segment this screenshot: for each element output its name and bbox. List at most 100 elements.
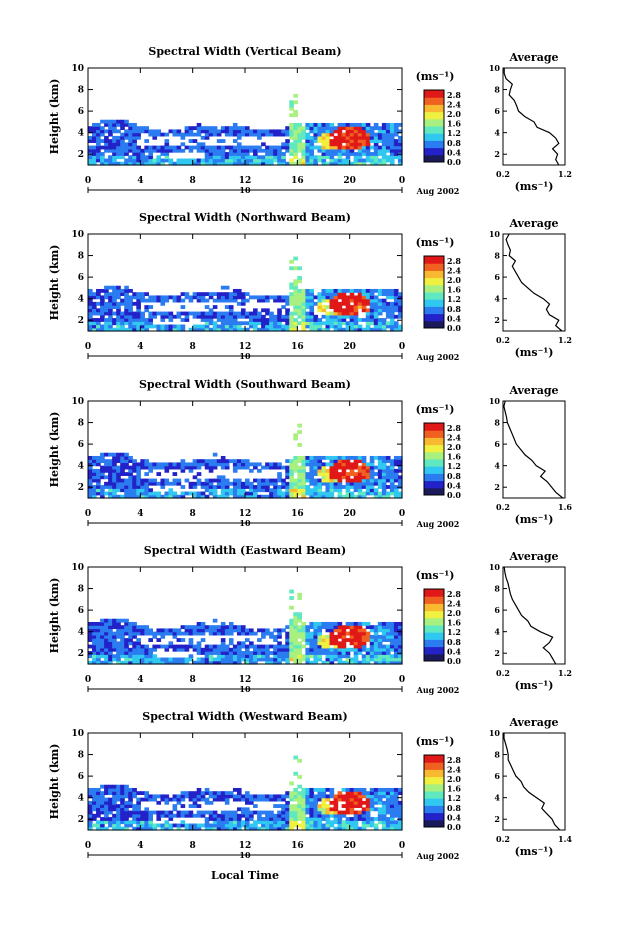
heatmap-cell — [249, 823, 254, 828]
heatmap-cell — [381, 455, 387, 460]
heatmap-cell — [289, 129, 294, 134]
colorbar-tick-label: 0.0 — [447, 157, 461, 167]
heatmap-cell — [152, 634, 158, 639]
heatmap-cell — [373, 472, 379, 476]
heatmap-cell — [369, 475, 375, 480]
heatmap-cell — [293, 638, 298, 642]
heatmap-cell — [152, 823, 158, 828]
heatmap-cell — [357, 631, 363, 636]
heatmap-cell — [385, 638, 391, 642]
heatmap-cell — [289, 314, 294, 319]
heatmap-cell — [104, 657, 109, 662]
heatmap-cell — [377, 494, 383, 499]
profile-x-tick-label: 1.4 — [558, 834, 572, 844]
heatmap-cell — [240, 314, 246, 319]
heatmap-cell — [144, 651, 149, 655]
heatmap-cell — [309, 158, 315, 163]
heatmap-cell — [365, 129, 371, 134]
heatmap-cell — [305, 321, 311, 326]
heatmap-cell — [397, 631, 403, 636]
heatmap-cell — [293, 282, 298, 287]
heatmap-cell — [389, 305, 395, 309]
heatmap-cell — [321, 152, 327, 156]
heatmap-cell — [325, 488, 331, 493]
heatmap-cell — [128, 318, 133, 322]
heatmap-cell — [88, 638, 93, 642]
heatmap-cell — [373, 314, 379, 319]
heatmap-cell — [321, 161, 327, 166]
colorbar-tick-label: 0.8 — [447, 637, 461, 647]
heatmap-cell — [240, 797, 246, 802]
heatmap-cell — [88, 308, 93, 313]
heatmap-cell — [305, 651, 311, 655]
y-tick-label: 2 — [78, 316, 84, 326]
heatmap-cell — [156, 324, 162, 329]
heatmap-cell — [245, 654, 250, 659]
heatmap-cell — [116, 318, 121, 322]
profile-y-tick-label: 2 — [494, 648, 500, 658]
heatmap-cell — [120, 468, 125, 473]
heatmap-cell — [309, 152, 315, 156]
heatmap-cell — [92, 145, 97, 150]
heatmap-cell — [337, 491, 343, 496]
heatmap-cell — [269, 478, 274, 483]
heatmap-cell — [188, 468, 194, 473]
heatmap-cell — [313, 318, 319, 322]
heatmap-cell — [381, 628, 387, 633]
heatmap-cell — [385, 139, 391, 143]
heatmap-cell — [104, 804, 109, 808]
heatmap-cell — [148, 468, 154, 473]
heatmap-cell — [100, 638, 105, 642]
heatmap-cell — [220, 660, 226, 665]
heatmap-cell — [116, 161, 121, 166]
heatmap-cell — [357, 794, 363, 799]
colorbar-segment — [424, 783, 444, 792]
heatmap-cell — [293, 459, 298, 464]
heatmap-cell — [277, 158, 282, 163]
heatmap-cell — [96, 129, 101, 134]
heatmap-cell — [309, 129, 315, 134]
heatmap-cell — [128, 314, 133, 319]
heatmap-cell — [305, 311, 311, 316]
heatmap-cell — [96, 478, 101, 483]
heatmap-cell — [88, 314, 93, 319]
heatmap-cell — [120, 634, 125, 639]
heatmap-cell — [236, 494, 242, 499]
heatmap-cell — [228, 638, 234, 642]
heatmap-cell — [341, 462, 347, 467]
heatmap-cell — [329, 791, 335, 796]
heatmap-cell — [305, 826, 311, 831]
heatmap-cell — [216, 820, 222, 825]
heatmap-cell — [148, 651, 154, 655]
heatmap-cell — [333, 126, 339, 131]
heatmap-cell — [261, 647, 266, 652]
heatmap-cell — [397, 295, 403, 300]
heatmap-cell — [329, 126, 335, 131]
heatmap-cell — [124, 618, 129, 623]
heatmap-cell — [277, 644, 282, 649]
heatmap-cell — [212, 155, 218, 160]
heatmap-cell — [393, 807, 399, 812]
heatmap-cell — [269, 129, 274, 134]
heatmap-cell — [333, 485, 339, 489]
heatmap-cell — [349, 152, 355, 156]
heatmap-cell — [297, 132, 302, 137]
heatmap-cell — [261, 634, 266, 639]
heatmap-cell — [88, 462, 93, 467]
heatmap-cell — [313, 126, 319, 131]
heatmap-cell — [112, 152, 117, 156]
heatmap-cell — [124, 148, 129, 153]
heatmap-cell — [208, 485, 214, 489]
heatmap-cell — [160, 462, 166, 467]
heatmap-cell — [96, 654, 101, 659]
profile-frame — [502, 233, 566, 332]
heatmap-cell — [277, 651, 282, 655]
heatmap-cell — [385, 148, 391, 153]
heatmap-cell — [357, 660, 363, 665]
heatmap-cell — [305, 472, 311, 476]
heatmap-cell — [240, 651, 246, 655]
x-tick-label: 0 — [399, 342, 405, 352]
heatmap-cell — [345, 288, 351, 293]
heatmap-cell — [253, 644, 258, 649]
heatmap-cell — [176, 478, 182, 483]
